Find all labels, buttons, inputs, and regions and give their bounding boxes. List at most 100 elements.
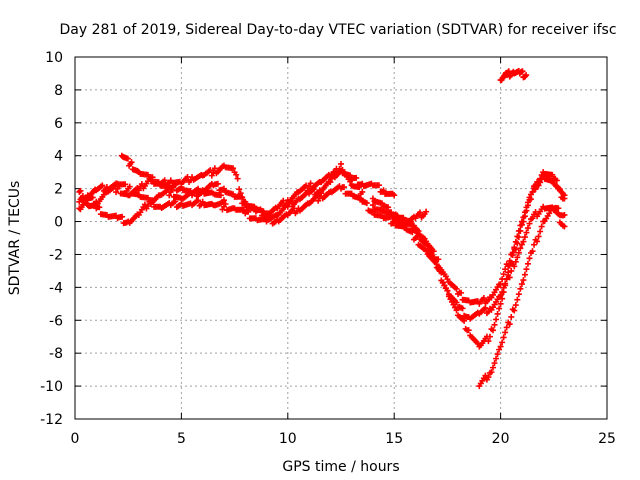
data-point-marker bbox=[265, 210, 272, 217]
data-point-marker bbox=[242, 198, 249, 205]
data-point-marker bbox=[240, 206, 247, 213]
series-satellite-track-5 bbox=[369, 169, 568, 307]
data-point-marker bbox=[126, 183, 133, 190]
data-point-marker bbox=[199, 187, 206, 194]
data-point-marker bbox=[465, 327, 472, 334]
data-point-marker bbox=[363, 200, 370, 207]
data-point-marker bbox=[172, 181, 179, 188]
data-point-marker bbox=[524, 202, 531, 209]
data-point-marker bbox=[561, 195, 568, 202]
y-tick-label: 10 bbox=[45, 50, 63, 66]
data-point-marker bbox=[511, 307, 518, 314]
data-point-marker bbox=[490, 327, 496, 334]
data-point-marker bbox=[459, 305, 466, 312]
y-tick-label: -10 bbox=[40, 379, 63, 395]
data-point-marker bbox=[500, 289, 507, 296]
data-point-marker bbox=[357, 195, 364, 202]
data-point-marker bbox=[453, 307, 460, 314]
data-point-marker bbox=[122, 181, 129, 188]
data-point-marker bbox=[497, 281, 504, 288]
data-point-marker bbox=[555, 205, 562, 212]
x-tick-label: 5 bbox=[177, 431, 186, 447]
data-point-marker bbox=[497, 300, 504, 307]
data-point-marker bbox=[496, 305, 503, 312]
data-point-marker bbox=[318, 190, 325, 197]
series-satellite-track-4 bbox=[118, 152, 227, 206]
data-point-marker bbox=[432, 256, 439, 263]
data-point-marker bbox=[144, 194, 151, 201]
data-point-marker bbox=[529, 248, 536, 255]
data-point-marker bbox=[514, 296, 521, 303]
data-point-marker bbox=[217, 192, 224, 199]
data-point-marker bbox=[526, 255, 533, 262]
data-point-marker bbox=[394, 212, 401, 219]
data-point-marker bbox=[328, 175, 335, 182]
data-point-marker bbox=[512, 246, 519, 253]
data-point-marker bbox=[207, 167, 214, 174]
data-point-marker bbox=[518, 241, 525, 248]
data-point-marker bbox=[178, 183, 185, 190]
data-point-marker bbox=[493, 355, 500, 362]
data-point-marker bbox=[480, 295, 487, 302]
x-tick-label: 10 bbox=[279, 431, 297, 447]
x-tick-label: 0 bbox=[71, 431, 80, 447]
data-point-marker bbox=[523, 72, 530, 79]
data-point-marker bbox=[514, 254, 521, 261]
data-points bbox=[76, 67, 568, 390]
data-point-marker bbox=[486, 333, 493, 340]
data-point-marker bbox=[519, 68, 526, 75]
data-point-marker bbox=[410, 222, 417, 229]
data-point-marker bbox=[508, 313, 515, 320]
data-point-marker bbox=[502, 266, 509, 273]
data-point-marker bbox=[435, 263, 442, 270]
data-point-marker bbox=[502, 329, 509, 336]
y-tick-label: 2 bbox=[54, 182, 63, 198]
data-point-marker bbox=[524, 260, 531, 267]
y-tick-label: -8 bbox=[49, 346, 63, 362]
data-point-marker bbox=[423, 241, 430, 248]
data-point-marker bbox=[512, 258, 519, 265]
data-point-marker bbox=[195, 185, 202, 192]
data-point-marker bbox=[376, 182, 382, 189]
data-point-marker bbox=[444, 287, 451, 294]
data-point-marker bbox=[141, 201, 148, 208]
data-point-marker bbox=[520, 238, 527, 245]
data-point-marker bbox=[233, 171, 240, 178]
data-point-marker bbox=[417, 209, 424, 216]
data-point-marker bbox=[517, 285, 524, 292]
data-point-marker bbox=[338, 160, 344, 167]
data-point-marker bbox=[523, 207, 530, 214]
y-tick-label: 0 bbox=[54, 215, 63, 231]
y-axis-title: SDTVAR / TECUs bbox=[7, 181, 23, 296]
series-satellite-track-3 bbox=[76, 180, 568, 322]
data-point-marker bbox=[436, 266, 443, 273]
data-point-marker bbox=[518, 281, 525, 288]
data-point-marker bbox=[500, 334, 507, 341]
data-point-marker bbox=[230, 165, 237, 172]
data-point-marker bbox=[520, 218, 527, 225]
data-point-marker bbox=[96, 204, 103, 211]
data-point-marker bbox=[517, 227, 524, 234]
data-point-marker bbox=[502, 282, 509, 289]
data-point-marker bbox=[99, 182, 106, 189]
tick-labels: 0 5 10 15 20 25 -12 -10 -8 -6 -4 -2 0 2 4 6 8 10 bbox=[40, 50, 616, 447]
data-point-marker bbox=[491, 360, 498, 367]
data-point-marker bbox=[353, 174, 360, 181]
data-point-marker bbox=[245, 208, 252, 215]
data-point-marker bbox=[359, 188, 366, 195]
data-point-marker bbox=[515, 249, 522, 256]
data-point-marker bbox=[524, 225, 531, 232]
y-tick-label: -4 bbox=[49, 280, 63, 296]
series-satellite-track-6 bbox=[369, 172, 568, 350]
data-point-marker bbox=[287, 198, 294, 205]
data-point-marker bbox=[506, 321, 513, 328]
data-point-marker bbox=[529, 188, 536, 195]
data-point-marker bbox=[537, 228, 544, 235]
data-point-marker bbox=[488, 369, 495, 376]
data-point-marker bbox=[379, 200, 386, 207]
data-point-marker bbox=[521, 213, 528, 220]
data-point-marker bbox=[380, 187, 387, 194]
data-point-marker bbox=[172, 198, 179, 205]
data-point-marker bbox=[526, 196, 533, 203]
